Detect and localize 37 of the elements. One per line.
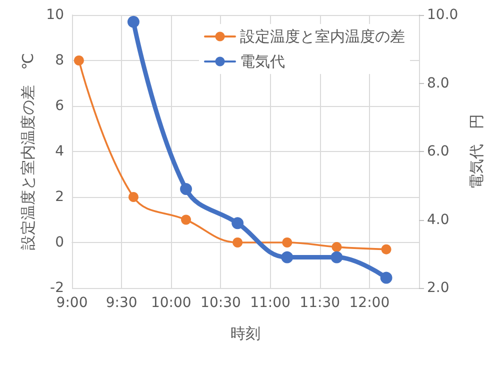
x-tick-label: 10:00	[150, 295, 192, 311]
y-tick-label: 0	[55, 234, 64, 250]
point	[74, 56, 84, 66]
y2-tick-label: 6.0	[427, 144, 450, 160]
x-tick-label: 11:30	[300, 295, 340, 311]
y2-axis-title: 電気代 円	[468, 114, 486, 189]
point	[381, 244, 392, 254]
point	[128, 192, 138, 202]
point	[180, 183, 192, 196]
y-tick-label: 6	[55, 98, 64, 114]
y2-tick-label: 4.0	[427, 212, 450, 228]
y-tick-label: 4	[55, 144, 64, 160]
point	[127, 16, 140, 28]
x-tick-label: 12:00	[349, 295, 390, 311]
y-axis-title: 設定温度と室内温度の差 ℃	[18, 53, 37, 250]
x-tick-label: 10:30	[200, 295, 241, 311]
x-tick-label: 11:00	[250, 295, 290, 311]
point	[282, 238, 292, 248]
y-tick-label: -2	[50, 280, 64, 296]
point	[281, 251, 294, 264]
point	[332, 242, 342, 252]
x-axis-title: 時刻	[230, 324, 260, 342]
x-tick-label: 9:00	[56, 295, 88, 311]
point	[232, 238, 243, 248]
y2-tick-label: 2.0	[427, 280, 450, 296]
point	[181, 214, 192, 225]
y-tick-label: 2	[55, 189, 64, 205]
legend-label: 電気代	[240, 52, 285, 70]
y-tick-label: 8	[55, 52, 64, 68]
point	[330, 251, 343, 264]
point	[380, 272, 392, 284]
point	[232, 217, 244, 230]
y2-tick-label: 10.0	[427, 7, 458, 23]
y-tick-label: 10	[46, 7, 64, 23]
x-tick-label: 9:30	[106, 295, 138, 311]
y2-tick-label: 8.0	[427, 75, 450, 92]
legend-label: 設定温度と室内温度の差	[240, 28, 405, 46]
